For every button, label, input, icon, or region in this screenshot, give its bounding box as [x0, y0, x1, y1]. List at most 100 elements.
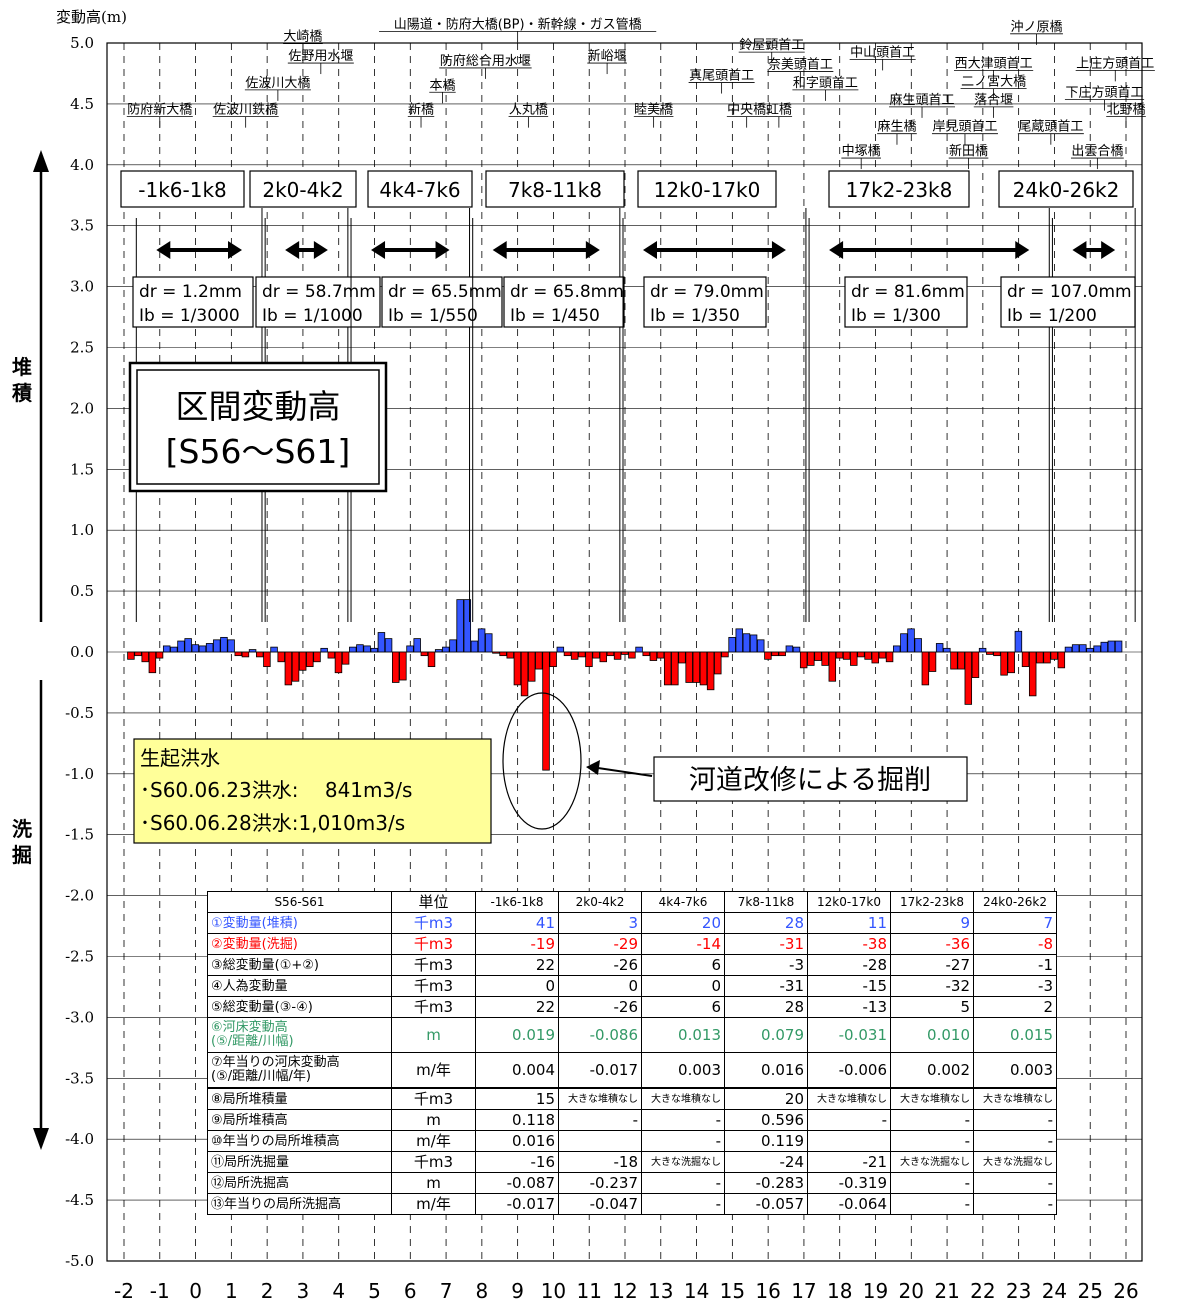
- table-row-unit: 千m3: [391, 975, 476, 997]
- segment-arrow-head-left: [156, 241, 171, 259]
- y-tick-label: 1.5: [70, 460, 94, 478]
- x-tick-label: 10: [541, 1279, 566, 1303]
- bar: [742, 633, 751, 653]
- bar: [134, 651, 142, 657]
- bridge-label: 本橋: [429, 78, 455, 93]
- ib-value: Ib = 1/1000: [262, 306, 363, 326]
- chart-subtitle: [S56〜S61]: [166, 432, 351, 471]
- bar: [606, 651, 615, 657]
- segment-label-box: [367, 170, 473, 208]
- bar: [499, 651, 507, 657]
- bridge-label: 大崎橋: [283, 30, 322, 45]
- x-tick-label: 16: [755, 1279, 780, 1303]
- y-tick-label: 3.5: [70, 217, 94, 235]
- bar: [363, 645, 371, 653]
- bar: [842, 651, 851, 660]
- dr-value: dr = 107.0mm: [1007, 282, 1132, 302]
- bar: [220, 636, 228, 653]
- side-label-scour-2: 掘: [12, 843, 32, 867]
- table-row-label: ⑧局所堆積量: [207, 1087, 392, 1110]
- table-row: ⑬年当りの局所洗掘高 m/年 -0.017 -0.047- -0.057 -0.064- -: [207, 1193, 1057, 1215]
- bar: [492, 651, 500, 654]
- bar: [986, 651, 994, 655]
- y-tick-label: 3.0: [70, 278, 94, 296]
- table-column-header: 17k2-23k8: [890, 891, 974, 913]
- table-cell: -0.086: [558, 1017, 642, 1053]
- ib-value: Ib = 1/450: [510, 306, 600, 326]
- table-cell: [807, 1130, 891, 1152]
- segment-label-box: [637, 170, 777, 208]
- bridge-label: 鈴屋頭首工: [739, 38, 804, 53]
- segment-label-box: [998, 170, 1134, 208]
- bridge-label: 下庄方頭首工: [1066, 85, 1144, 101]
- bar: [205, 643, 214, 653]
- bar: [399, 651, 407, 681]
- table-cell: 0.016: [724, 1052, 808, 1089]
- bar: [420, 651, 429, 657]
- bar: [184, 638, 192, 653]
- bar: [334, 651, 343, 674]
- table-cell: 0.004: [475, 1052, 559, 1089]
- bar: [635, 646, 643, 653]
- dr-ib-box: [1000, 276, 1136, 328]
- bridge-label: 岸見頭首工: [932, 120, 997, 135]
- table-cell: -1: [973, 954, 1057, 976]
- table-row-label: ⑥河床変動高 (⑤/距離/川幅): [207, 1017, 392, 1053]
- table-cell: 20: [724, 1087, 808, 1110]
- bar: [1014, 630, 1023, 653]
- bar: [284, 651, 293, 686]
- deposition-arrow-head: [33, 150, 49, 172]
- ib-value: Ib = 1/300: [851, 306, 941, 326]
- bar: [177, 640, 185, 653]
- x-tick-label: 14: [684, 1279, 709, 1303]
- bar: [370, 647, 378, 653]
- segment-arrow-head-right: [1101, 241, 1116, 259]
- segment-arrow-head-right: [227, 241, 242, 259]
- segment-arrow-head-left: [492, 241, 507, 259]
- table-row-unit: 千m3: [391, 996, 476, 1018]
- y-tick-label: -4.0: [65, 1130, 94, 1148]
- x-tick-label: 22: [970, 1279, 995, 1303]
- table-cell: 0.118: [475, 1109, 559, 1131]
- bars-layer: [127, 599, 1123, 771]
- table-cell: 0.013: [641, 1017, 725, 1053]
- table-row: ⑩年当りの局所堆積高 m/年 0.016-0.119- -: [207, 1130, 1057, 1152]
- bridge-label: 佐野用水堰: [288, 49, 353, 64]
- table-cell: [558, 1130, 642, 1152]
- table-cell: -15: [807, 975, 891, 997]
- y-tick-label: -1.0: [65, 765, 94, 783]
- bar: [256, 651, 264, 658]
- bar: [384, 638, 393, 653]
- bar: [943, 647, 951, 653]
- bar: [964, 651, 973, 705]
- table-row-label: ⑤総変動量(③-④): [207, 996, 392, 1018]
- bar: [699, 651, 708, 686]
- x-tick-label: 3: [297, 1279, 310, 1303]
- y-tick-label: -3.5: [65, 1069, 94, 1087]
- table-row-unit: 千m3: [391, 912, 476, 934]
- dr-value: dr = 1.2mm: [139, 282, 242, 302]
- table-cell: -8: [973, 933, 1057, 955]
- x-tick-label: 8: [475, 1279, 488, 1303]
- bar: [778, 651, 786, 657]
- bridge-label: 中塚橋: [842, 144, 881, 159]
- bar: [757, 639, 765, 653]
- y-tick-label: -4.5: [65, 1191, 94, 1209]
- bar: [513, 651, 522, 686]
- table-cell: 大きな洗掘なし: [973, 1151, 1057, 1173]
- bar: [685, 651, 693, 683]
- bar: [241, 651, 250, 658]
- table-corner: S56-S61: [207, 891, 392, 913]
- bar: [971, 651, 980, 678]
- table-cell: -3: [724, 954, 808, 976]
- bridge-label: 山陽道・防府大橋(BP)・新幹線・ガス管橋: [394, 16, 642, 32]
- bar: [320, 647, 328, 653]
- x-tick-label: 24: [1042, 1279, 1067, 1303]
- table-row: ⑦年当りの河床変動高 (⑤/距離/川幅/年) m/年 0.004 -0.017 0.003…: [207, 1052, 1057, 1089]
- table-cell: 9: [890, 912, 974, 934]
- bar: [270, 646, 278, 653]
- table-row-label: ③総変動量(①+②): [207, 954, 392, 976]
- bar: [993, 651, 1001, 657]
- bridge-label: 睦美橋: [634, 102, 673, 118]
- table-row: ①変動量(堆積) 千m3 41 3 20 28 11 9 7: [207, 912, 1057, 934]
